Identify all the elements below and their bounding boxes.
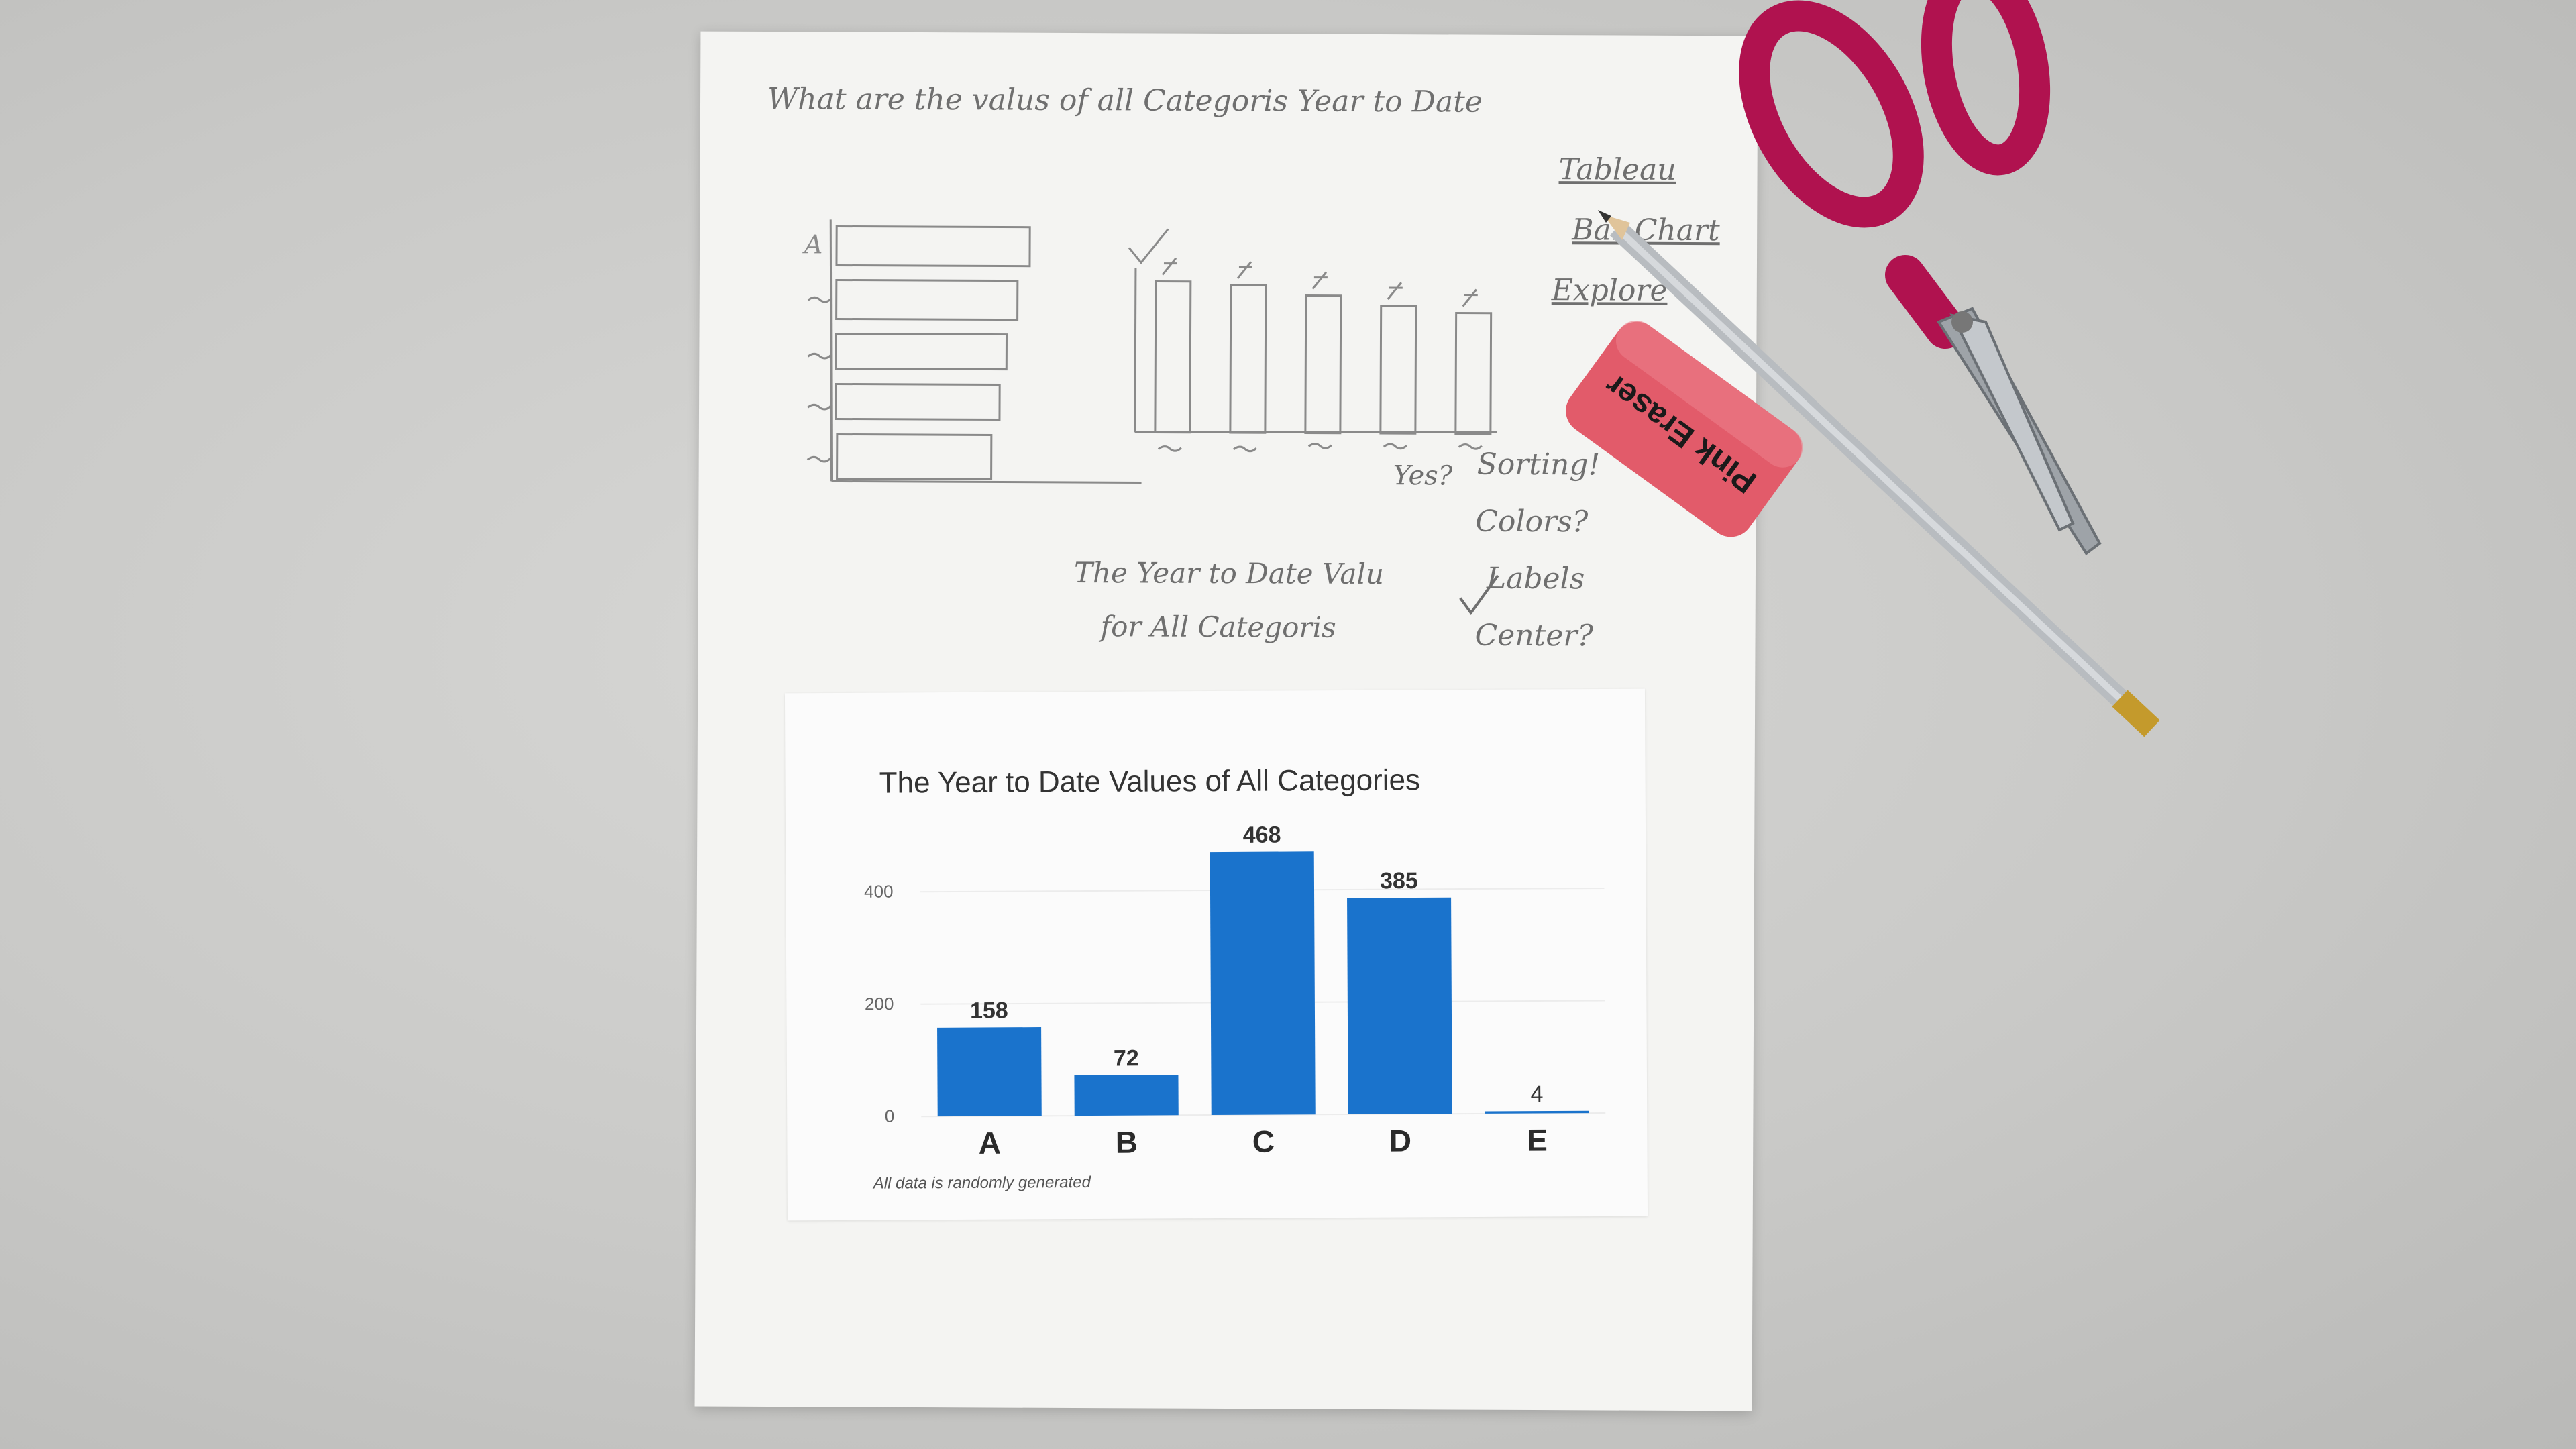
checkmark-icon xyxy=(1459,574,1499,616)
handwritten-question: What are the valus of all Categoris Year… xyxy=(767,82,1483,119)
scissors xyxy=(1739,0,2102,555)
pink-eraser: Pink Eraser xyxy=(1566,321,1803,537)
x-tick-label-E: E xyxy=(1527,1122,1548,1157)
paper-sheet: What are the valus of all Categoris Year… xyxy=(694,31,1758,1411)
svg-text:A: A xyxy=(802,229,823,259)
handwritten-title-draft-line1: The Year to Date Valu xyxy=(1073,556,1385,591)
x-tick-label-C: C xyxy=(1252,1124,1275,1159)
bar-A xyxy=(937,1027,1042,1117)
sketch-vertical-bar-chart xyxy=(1128,228,1497,453)
y-tick-label: 400 xyxy=(864,881,894,902)
printed-chart: The Year to Date Values of All Categorie… xyxy=(784,688,1648,1221)
bar-C xyxy=(1210,851,1316,1116)
y-tick-label: 0 xyxy=(885,1106,895,1126)
handwritten-check-center: Center? xyxy=(1474,618,1594,653)
handwritten-yes: Yes? xyxy=(1393,460,1453,492)
bar-B xyxy=(1074,1074,1179,1116)
data-label-C: 468 xyxy=(1243,822,1281,848)
data-label-B: 72 xyxy=(1114,1045,1139,1071)
x-tick-label-D: D xyxy=(1389,1123,1412,1158)
data-label-A: 158 xyxy=(970,998,1008,1023)
bar-D xyxy=(1347,897,1452,1114)
handwritten-title-draft-line2: for All Categoris xyxy=(1100,610,1336,644)
sketch-horizontal-bar-chart: A xyxy=(802,219,1142,484)
bar-chart: 0 200 400 158 A 72 B 468 C 385 D 4 E xyxy=(864,822,1606,1161)
x-tick-label-B: B xyxy=(1116,1125,1138,1160)
data-label-D: 385 xyxy=(1380,868,1418,894)
chart-footnote: All data is randomly generated xyxy=(873,1173,1091,1193)
data-label-E: 4 xyxy=(1531,1081,1544,1107)
bar-E xyxy=(1485,1110,1589,1114)
x-tick-label-A: A xyxy=(979,1126,1002,1161)
pencil xyxy=(1598,210,2160,737)
y-tick-label: 200 xyxy=(865,994,894,1014)
